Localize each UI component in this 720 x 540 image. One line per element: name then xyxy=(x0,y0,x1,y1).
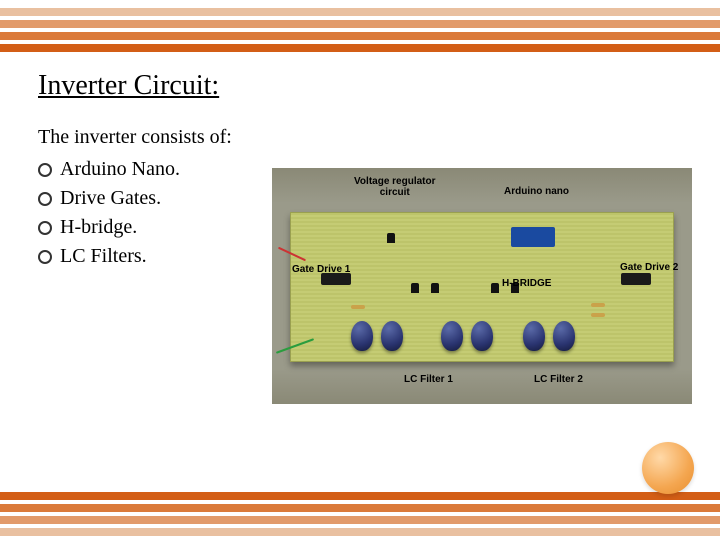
stripe-top-1 xyxy=(0,8,720,16)
stripe-bottom-4 xyxy=(0,492,720,500)
label-gate-drive-1: Gate Drive 1 xyxy=(292,264,350,275)
stripe-top-4 xyxy=(0,44,720,52)
stripe-top-2 xyxy=(0,20,720,28)
slide-title: Inverter Circuit: xyxy=(38,70,700,102)
label-arduino-nano: Arduino nano xyxy=(504,186,569,197)
label-voltage-regulator: Voltage regulatorcircuit xyxy=(354,176,436,198)
stripe-top-3 xyxy=(0,32,720,40)
pcb-board xyxy=(290,212,674,362)
label-lc-filter-1: LC Filter 1 xyxy=(404,374,453,385)
circuit-photo: Voltage regulatorcircuit Arduino nano Ga… xyxy=(272,168,692,404)
stripe-bottom-1 xyxy=(0,528,720,536)
accent-circle xyxy=(642,442,694,494)
label-gate-drive-2: Gate Drive 2 xyxy=(620,262,678,273)
label-h-bridge: H-BRIDGE xyxy=(502,278,551,289)
label-lc-filter-2: LC Filter 2 xyxy=(534,374,583,385)
stripe-bottom-2 xyxy=(0,516,720,524)
intro-text: The inverter consists of: xyxy=(38,126,700,149)
stripe-bottom-3 xyxy=(0,504,720,512)
